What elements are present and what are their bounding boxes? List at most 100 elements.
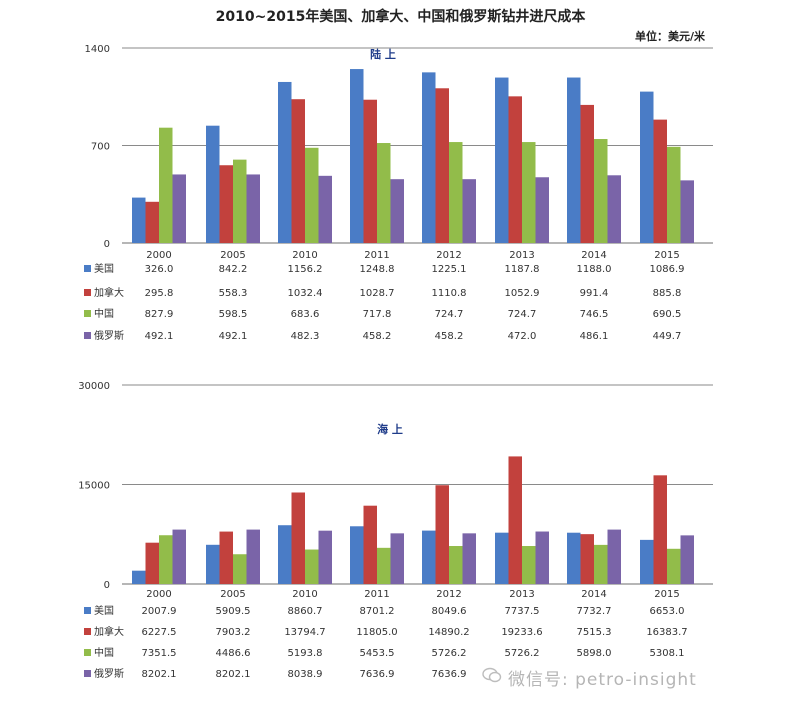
bar-美国 (132, 570, 146, 584)
data-label: 449.7 (653, 331, 682, 342)
data-label: 486.1 (580, 331, 609, 342)
bar-中国 (305, 147, 319, 243)
data-label: 5453.5 (360, 648, 395, 659)
legend-swatch (84, 332, 91, 339)
legend-label: 美国 (94, 604, 114, 617)
bar-中国 (449, 142, 463, 243)
data-label: 7636.9 (432, 669, 467, 680)
y-tick-label: 30000 (78, 381, 110, 392)
bar-俄罗斯 (390, 179, 404, 243)
bar-俄罗斯 (462, 533, 476, 584)
data-label: 14890.2 (428, 627, 469, 638)
data-label: 11805.0 (356, 627, 397, 638)
panel-title: 海 上 (377, 422, 403, 436)
data-label: 7636.9 (360, 669, 395, 680)
bar-美国 (640, 539, 654, 584)
bar-俄罗斯 (607, 529, 621, 584)
data-label: 5308.1 (650, 648, 685, 659)
data-label: 8860.7 (288, 606, 323, 617)
legend-swatch (84, 289, 91, 296)
bar-加拿大 (145, 201, 159, 243)
x-tick-label: 2013 (509, 589, 534, 600)
data-label: 2007.9 (142, 606, 177, 617)
bar-加拿大 (580, 534, 594, 584)
data-label: 7732.7 (577, 606, 612, 617)
legend-swatch (84, 670, 91, 677)
legend-label: 加拿大 (94, 625, 124, 638)
bar-中国 (522, 142, 536, 243)
data-label: 7515.3 (577, 627, 612, 638)
bar-加拿大 (435, 88, 449, 243)
data-label: 4486.6 (216, 648, 251, 659)
bar-俄罗斯 (680, 535, 694, 584)
bar-俄罗斯 (535, 177, 549, 243)
x-tick-label: 2011 (364, 250, 389, 261)
x-tick-label: 2005 (220, 589, 245, 600)
bar-加拿大 (219, 531, 233, 584)
data-label: 7903.2 (216, 627, 251, 638)
data-label: 1248.8 (360, 264, 395, 275)
bar-中国 (159, 535, 173, 584)
bar-美国 (278, 525, 292, 584)
data-label: 683.6 (291, 309, 320, 320)
y-tick-label: 0 (104, 239, 110, 250)
bar-加拿大 (291, 99, 305, 243)
bar-加拿大 (145, 542, 159, 584)
bar-加拿大 (291, 492, 305, 584)
data-label: 690.5 (653, 309, 682, 320)
bar-中国 (594, 544, 608, 584)
data-label: 492.1 (219, 331, 248, 342)
x-tick-label: 2014 (581, 250, 606, 261)
data-label: 827.9 (145, 309, 174, 320)
bar-中国 (159, 127, 173, 243)
bar-加拿大 (653, 475, 667, 584)
bar-中国 (233, 159, 247, 243)
bar-美国 (350, 69, 364, 243)
y-tick-label: 15000 (78, 481, 110, 492)
data-label: 1225.1 (432, 264, 467, 275)
legend-label: 中国 (94, 646, 114, 659)
x-tick-label: 2012 (436, 250, 461, 261)
bar-美国 (206, 544, 220, 584)
bar-中国 (522, 546, 536, 584)
data-label: 19233.6 (501, 627, 542, 638)
bar-俄罗斯 (607, 175, 621, 243)
x-tick-label: 2015 (654, 250, 679, 261)
y-tick-label: 1400 (85, 44, 110, 55)
bar-中国 (594, 139, 608, 243)
data-label: 991.4 (580, 288, 609, 299)
x-tick-label: 2010 (292, 589, 317, 600)
bar-俄罗斯 (680, 180, 694, 243)
x-tick-label: 2015 (654, 589, 679, 600)
data-label: 6653.0 (650, 606, 685, 617)
bar-俄罗斯 (390, 533, 404, 584)
bar-加拿大 (363, 99, 377, 243)
data-label: 7351.5 (142, 648, 177, 659)
wechat-icon (482, 667, 502, 683)
data-label: 8038.9 (288, 669, 323, 680)
bar-中国 (667, 548, 681, 584)
data-label: 492.1 (145, 331, 174, 342)
bar-美国 (495, 77, 509, 243)
bar-加拿大 (435, 485, 449, 584)
data-label: 885.8 (653, 288, 682, 299)
panel-title: 陆 上 (370, 47, 396, 61)
data-label: 295.8 (145, 288, 174, 299)
unit-label: 单位：美元/米 (634, 30, 705, 43)
data-label: 13794.7 (284, 627, 325, 638)
x-tick-label: 2011 (364, 589, 389, 600)
x-tick-label: 2000 (146, 250, 171, 261)
data-label: 724.7 (435, 309, 464, 320)
legend-label: 俄罗斯 (94, 329, 124, 342)
bar-美国 (567, 77, 581, 244)
data-label: 8701.2 (360, 606, 395, 617)
data-label: 5898.0 (577, 648, 612, 659)
data-label: 717.8 (363, 309, 392, 320)
data-label: 1188.0 (577, 264, 612, 275)
bar-俄罗斯 (246, 529, 260, 584)
data-label: 1086.9 (650, 264, 685, 275)
bar-俄罗斯 (318, 530, 332, 584)
bar-俄罗斯 (462, 179, 476, 243)
bar-中国 (305, 549, 319, 584)
